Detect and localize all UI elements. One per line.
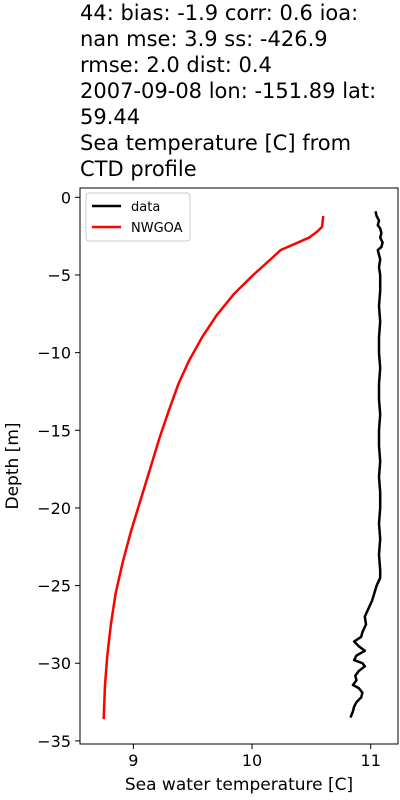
legend-label-nwgoa: NWGOA bbox=[131, 221, 183, 236]
x-tick-label: 9 bbox=[128, 751, 138, 770]
y-tick-label: −20 bbox=[37, 499, 71, 518]
plot-frame bbox=[79, 187, 399, 745]
legend-label-data: data bbox=[131, 200, 160, 215]
title-line: 59.44 bbox=[80, 105, 141, 129]
y-axis-label: Depth [m] bbox=[3, 422, 23, 509]
y-tick-label: −5 bbox=[47, 266, 71, 285]
legend: data NWGOA bbox=[85, 192, 191, 242]
y-tick-label: −15 bbox=[37, 421, 71, 440]
y-tick-label: −35 bbox=[37, 732, 71, 751]
title-line: 2007-09-08 lon: -151.89 lat: bbox=[80, 79, 377, 103]
x-tick-label: 11 bbox=[361, 751, 381, 770]
chart-title: 44: bias: -1.9 corr: 0.6 ioa: nan mse: 3… bbox=[80, 0, 398, 182]
title-line: nan mse: 3.9 ss: -426.9 bbox=[80, 27, 328, 51]
x-axis-label: Sea water temperature [C] bbox=[125, 775, 353, 795]
x-axis: 9 10 11 bbox=[128, 744, 381, 770]
y-tick-label: −25 bbox=[37, 577, 71, 596]
title-line: CTD profile bbox=[80, 157, 197, 181]
y-tick-label: −30 bbox=[37, 654, 71, 673]
title-line: Sea temperature [C] from bbox=[80, 131, 352, 155]
y-tick-label: 0 bbox=[61, 188, 71, 207]
x-tick-label: 10 bbox=[242, 751, 262, 770]
title-line: rmse: 2.0 dist: 0.4 bbox=[80, 53, 272, 77]
series-line-data bbox=[349, 211, 384, 719]
y-tick-label: −10 bbox=[37, 344, 71, 363]
y-axis: 0 −5 −10 −15 −20 −25 −30 −35 bbox=[37, 188, 80, 751]
series-layer bbox=[102, 211, 384, 720]
title-line: 44: bias: -1.9 corr: 0.6 ioa: bbox=[80, 1, 359, 25]
series-line-nwgoa bbox=[102, 215, 325, 720]
